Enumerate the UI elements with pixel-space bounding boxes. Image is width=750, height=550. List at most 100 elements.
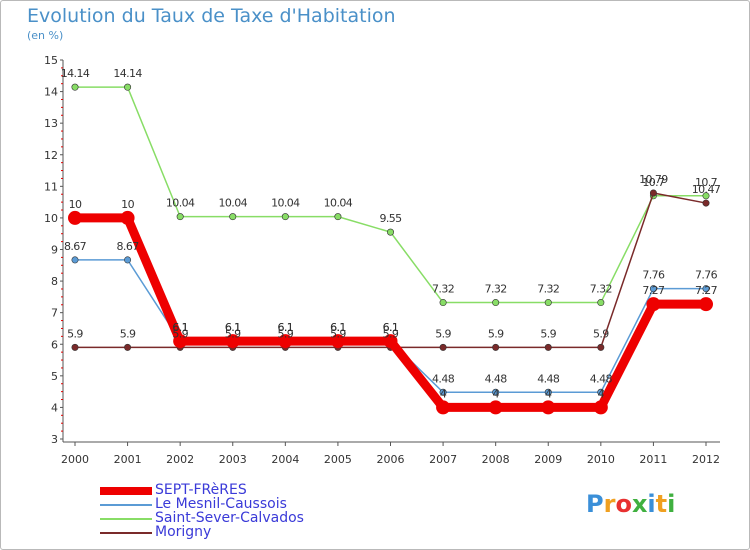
data-point <box>229 213 237 221</box>
data-point <box>176 213 184 221</box>
chart-subtitle: (en %) <box>27 29 64 42</box>
y-tick-label: 6 <box>51 338 58 351</box>
x-tick-label: 2009 <box>534 453 562 466</box>
data-label: 5.9 <box>435 327 451 340</box>
data-label: 5.9 <box>593 327 609 340</box>
y-tick-label: 14 <box>44 86 58 99</box>
data-label: 7.32 <box>537 283 559 296</box>
data-label: 7.27 <box>695 284 718 297</box>
data-point <box>124 343 132 351</box>
x-tick-label: 2006 <box>377 453 405 466</box>
y-tick-label: 8 <box>51 275 58 288</box>
chart-axes: 3 4 5 6 7 8 9 10 11 12 13 14 15 2000 2001 2002 2003 2004 2… <box>44 54 720 466</box>
data-label: 4 <box>598 387 605 400</box>
data-label: 4.48 <box>537 372 560 385</box>
data-label: 6.1 <box>225 321 241 334</box>
data-label: 4 <box>492 387 499 400</box>
data-point <box>492 299 500 307</box>
legend-swatch <box>100 518 152 520</box>
data-label: 4 <box>545 387 552 400</box>
data-point <box>120 210 135 225</box>
data-point <box>225 334 240 349</box>
data-label: 4.48 <box>590 372 613 385</box>
x-tick-label: 2005 <box>324 453 352 466</box>
legend-label: Morigny <box>155 524 212 540</box>
data-point <box>702 192 710 200</box>
data-label: 10.47 <box>692 183 721 196</box>
data-point <box>597 343 605 351</box>
x-tick-label: 2008 <box>482 453 510 466</box>
data-label: 4.48 <box>432 372 455 385</box>
data-point <box>541 400 556 415</box>
legend-swatch <box>100 504 152 506</box>
data-point <box>488 400 503 415</box>
data-label: 5.9 <box>172 327 188 340</box>
x-tick-label: 2004 <box>271 453 299 466</box>
data-point <box>544 343 552 351</box>
data-label: 14.14 <box>113 67 142 80</box>
y-tick-label: 9 <box>51 244 58 257</box>
data-label: 6.1 <box>330 321 346 334</box>
data-point <box>649 285 657 293</box>
data-point <box>383 334 398 349</box>
data-point <box>702 199 710 207</box>
data-point <box>439 343 447 351</box>
x-tick-label: 2012 <box>692 453 720 466</box>
y-tick-label: 15 <box>44 54 58 67</box>
data-point <box>71 343 79 351</box>
x-tick-label: 2000 <box>61 453 89 466</box>
legend-swatch <box>100 487 152 495</box>
x-tick-label: 2011 <box>639 453 667 466</box>
data-label: 6.1 <box>383 321 399 334</box>
data-point <box>439 299 447 307</box>
data-point <box>436 400 451 415</box>
data-point <box>492 343 500 351</box>
data-label: 6.1 <box>330 321 346 334</box>
data-label: 5.9 <box>383 327 399 340</box>
y-tick-label: 5 <box>51 370 58 383</box>
data-label: 7.32 <box>590 283 612 296</box>
line-chart: 3 4 5 6 7 8 9 10 11 12 13 14 15 2000 2001 2002 2003 2004 2… <box>44 54 722 466</box>
data-point <box>124 256 132 264</box>
x-tick-label: 2001 <box>114 453 142 466</box>
data-label: 5.9 <box>120 327 136 340</box>
data-label: 5.9 <box>540 327 556 340</box>
data-point <box>124 83 132 91</box>
data-label: 4 <box>440 387 447 400</box>
series-lines <box>68 83 713 415</box>
data-point <box>68 210 82 225</box>
data-point <box>330 334 345 349</box>
data-point <box>334 213 342 221</box>
y-tick-label: 4 <box>51 401 58 414</box>
data-point <box>702 285 710 293</box>
data-label: 10.04 <box>324 197 353 210</box>
data-label: 4.48 <box>485 372 508 385</box>
data-label: 10.04 <box>219 197 248 210</box>
data-label: 6.1 <box>277 321 293 334</box>
data-point <box>646 297 661 312</box>
data-label: 7.32 <box>485 283 507 296</box>
data-label: 10.79 <box>639 173 668 186</box>
data-label: 6.1 <box>277 321 293 334</box>
data-point <box>281 213 289 221</box>
data-point <box>699 297 713 312</box>
data-point <box>71 83 79 91</box>
data-label: 10.04 <box>271 197 300 210</box>
y-tick-label: 12 <box>44 149 58 162</box>
data-label: 7.76 <box>642 269 665 282</box>
data-label: 14.14 <box>61 67 90 80</box>
data-point <box>597 299 605 307</box>
y-tick-label: 3 <box>51 433 58 446</box>
data-label: 6.1 <box>172 321 188 334</box>
y-tick-label: 13 <box>44 117 58 130</box>
data-label: 10 <box>69 198 82 211</box>
data-labels: 10 106.1 6.1 6.1 6.1 6.14 4 4 47.27 7.278.67 8.676… <box>61 67 722 400</box>
y-tick-label: 10 <box>44 212 58 225</box>
data-label: 9.55 <box>379 212 402 225</box>
legend-label: SEPT-FRèRES <box>155 482 247 498</box>
data-point <box>544 299 552 307</box>
data-label: 5.9 <box>277 327 293 340</box>
data-point <box>593 400 608 415</box>
data-point <box>173 334 188 349</box>
proxiti-logo: Proxiti <box>586 490 676 518</box>
